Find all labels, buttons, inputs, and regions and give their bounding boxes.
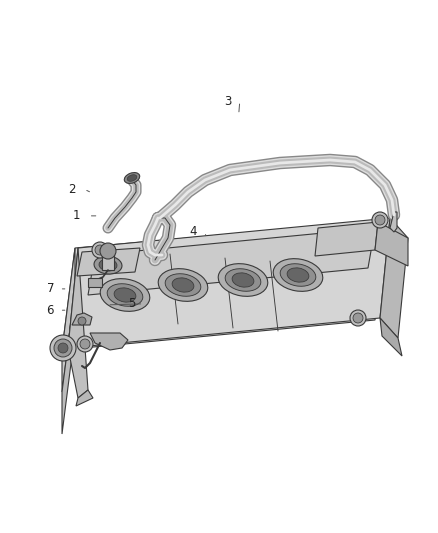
Polygon shape <box>62 290 75 434</box>
Ellipse shape <box>287 268 309 282</box>
Circle shape <box>350 310 366 326</box>
Text: 5: 5 <box>128 297 135 310</box>
Circle shape <box>95 245 105 255</box>
Ellipse shape <box>280 264 316 286</box>
Text: 6: 6 <box>46 304 54 317</box>
Polygon shape <box>380 318 402 356</box>
Polygon shape <box>72 313 92 325</box>
Bar <box>102 254 114 270</box>
Circle shape <box>80 339 90 349</box>
Circle shape <box>50 335 76 361</box>
Ellipse shape <box>172 278 194 292</box>
Circle shape <box>353 313 363 323</box>
Ellipse shape <box>114 288 136 302</box>
Polygon shape <box>68 218 390 348</box>
Polygon shape <box>90 333 128 350</box>
Text: 1: 1 <box>73 209 81 222</box>
Circle shape <box>100 243 116 259</box>
Circle shape <box>78 317 86 325</box>
Circle shape <box>54 339 72 357</box>
Circle shape <box>375 215 385 225</box>
Circle shape <box>372 212 388 228</box>
Polygon shape <box>68 248 88 398</box>
Ellipse shape <box>165 274 201 296</box>
Polygon shape <box>77 248 140 276</box>
Polygon shape <box>62 248 75 392</box>
Text: 3: 3 <box>224 95 231 108</box>
Ellipse shape <box>218 264 268 296</box>
Ellipse shape <box>94 256 122 274</box>
Polygon shape <box>315 222 378 256</box>
Polygon shape <box>62 220 390 350</box>
Polygon shape <box>380 218 408 338</box>
Ellipse shape <box>273 259 323 292</box>
Circle shape <box>92 242 108 258</box>
Ellipse shape <box>124 173 140 183</box>
Text: 2: 2 <box>68 183 76 196</box>
Ellipse shape <box>100 279 150 311</box>
Polygon shape <box>375 222 408 266</box>
Polygon shape <box>88 228 375 295</box>
Bar <box>88 278 102 287</box>
Ellipse shape <box>158 269 208 301</box>
Ellipse shape <box>107 284 143 306</box>
Circle shape <box>77 336 93 352</box>
Ellipse shape <box>225 269 261 291</box>
Polygon shape <box>76 390 93 406</box>
Ellipse shape <box>127 175 137 181</box>
Circle shape <box>58 343 68 353</box>
Ellipse shape <box>232 273 254 287</box>
Text: 7: 7 <box>46 282 54 295</box>
Polygon shape <box>390 212 397 232</box>
Ellipse shape <box>99 259 117 271</box>
Text: 4: 4 <box>189 225 197 238</box>
